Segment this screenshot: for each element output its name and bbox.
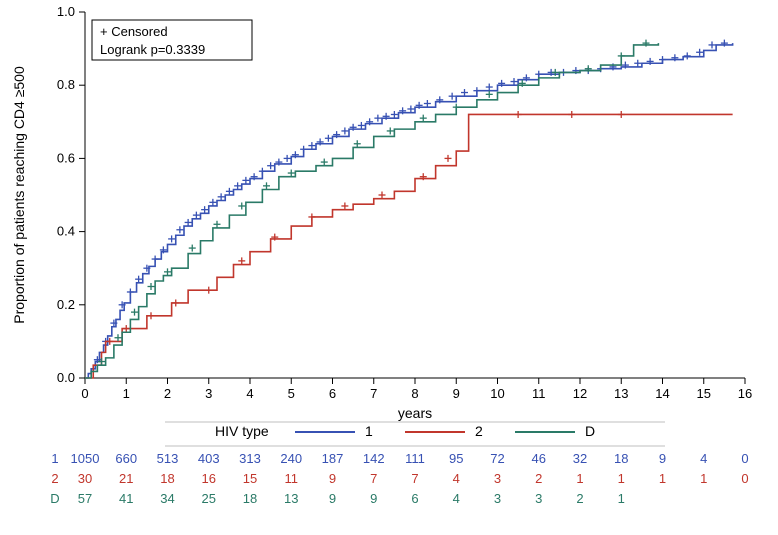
risk-cell: 18	[160, 471, 174, 486]
info-box-line: + Censored	[100, 24, 168, 39]
legend-title: HIV type	[215, 423, 269, 439]
risk-cell: 1	[659, 471, 666, 486]
risk-cell: 187	[322, 451, 344, 466]
risk-cell: 0	[741, 471, 748, 486]
x-tick-label: 3	[205, 386, 212, 401]
risk-cell: 9	[659, 451, 666, 466]
legend-label: 2	[475, 423, 483, 439]
x-tick-label: 5	[288, 386, 295, 401]
y-axis-label: Proportion of patients reaching CD4 ≥500	[11, 66, 27, 324]
risk-cell: 18	[614, 451, 628, 466]
risk-cell: 3	[494, 471, 501, 486]
risk-cell: 1	[700, 471, 707, 486]
risk-cell: 9	[370, 491, 377, 506]
risk-row-label: 2	[51, 471, 58, 486]
x-tick-label: 14	[655, 386, 669, 401]
risk-cell: 9	[329, 471, 336, 486]
x-tick-label: 8	[411, 386, 418, 401]
chart-svg: 0.00.20.40.60.81.00123456789101112131415…	[0, 0, 778, 530]
risk-cell: 4	[453, 471, 460, 486]
risk-cell: 660	[115, 451, 137, 466]
series-D	[85, 43, 658, 378]
risk-cell: 513	[157, 451, 179, 466]
x-tick-label: 16	[738, 386, 752, 401]
risk-cell: 2	[576, 491, 583, 506]
risk-row-label: D	[50, 491, 59, 506]
risk-cell: 142	[363, 451, 385, 466]
y-tick-label: 1.0	[57, 4, 75, 19]
risk-cell: 7	[370, 471, 377, 486]
risk-cell: 4	[700, 451, 707, 466]
y-tick-label: 0.8	[57, 77, 75, 92]
risk-cell: 111	[405, 451, 425, 466]
risk-cell: 25	[202, 491, 216, 506]
series-2	[85, 114, 733, 378]
risk-cell: 1050	[71, 451, 100, 466]
risk-row-label: 1	[51, 451, 58, 466]
y-tick-label: 0.0	[57, 370, 75, 385]
risk-cell: 6	[411, 491, 418, 506]
series-1	[85, 43, 733, 378]
x-tick-label: 15	[697, 386, 711, 401]
x-tick-label: 6	[329, 386, 336, 401]
risk-cell: 240	[280, 451, 302, 466]
y-tick-label: 0.4	[57, 224, 75, 239]
x-tick-label: 9	[453, 386, 460, 401]
x-tick-label: 4	[246, 386, 253, 401]
risk-cell: 4	[453, 491, 460, 506]
risk-cell: 95	[449, 451, 463, 466]
risk-cell: 1	[618, 471, 625, 486]
x-axis-label: years	[398, 405, 432, 421]
risk-cell: 2	[535, 471, 542, 486]
x-tick-label: 12	[573, 386, 587, 401]
risk-cell: 13	[284, 491, 298, 506]
legend-label: D	[585, 423, 595, 439]
y-tick-label: 0.6	[57, 150, 75, 165]
risk-cell: 313	[239, 451, 261, 466]
risk-cell: 0	[741, 451, 748, 466]
risk-cell: 1	[618, 491, 625, 506]
x-tick-label: 11	[532, 386, 546, 401]
risk-cell: 18	[243, 491, 257, 506]
risk-cell: 7	[411, 471, 418, 486]
legend-label: 1	[365, 423, 373, 439]
risk-cell: 57	[78, 491, 92, 506]
risk-cell: 46	[532, 451, 546, 466]
risk-cell: 1	[576, 471, 583, 486]
y-tick-label: 0.2	[57, 297, 75, 312]
risk-cell: 30	[78, 471, 92, 486]
risk-cell: 3	[535, 491, 542, 506]
risk-cell: 16	[202, 471, 216, 486]
risk-cell: 34	[160, 491, 174, 506]
risk-cell: 11	[285, 471, 299, 486]
risk-cell: 72	[490, 451, 504, 466]
x-tick-label: 1	[123, 386, 130, 401]
x-tick-label: 10	[490, 386, 504, 401]
x-tick-label: 2	[164, 386, 171, 401]
risk-cell: 32	[573, 451, 587, 466]
x-tick-label: 7	[370, 386, 377, 401]
risk-cell: 21	[119, 471, 133, 486]
x-tick-label: 13	[614, 386, 628, 401]
km-chart: 0.00.20.40.60.81.00123456789101112131415…	[0, 0, 778, 530]
risk-cell: 3	[494, 491, 501, 506]
risk-cell: 9	[329, 491, 336, 506]
risk-cell: 41	[119, 491, 133, 506]
x-tick-label: 0	[81, 386, 88, 401]
risk-cell: 15	[243, 471, 257, 486]
info-box-line: Logrank p=0.3339	[100, 42, 205, 57]
risk-cell: 403	[198, 451, 220, 466]
